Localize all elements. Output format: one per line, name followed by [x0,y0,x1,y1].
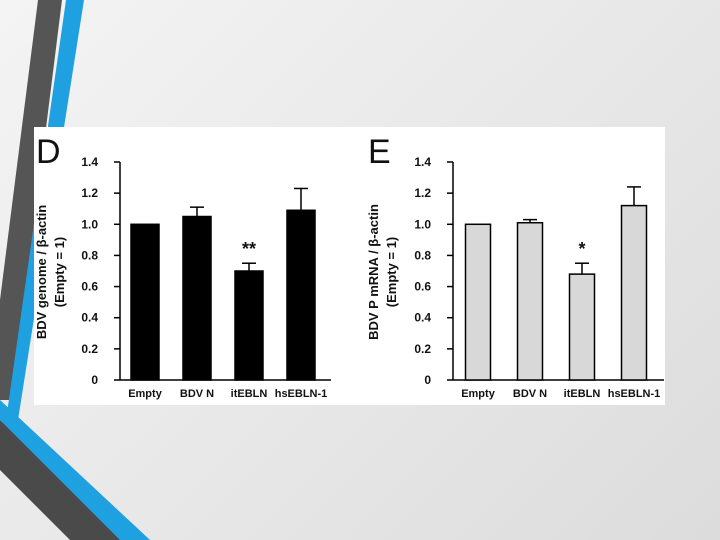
chart-d: 0 0.2 0.4 0.6 0.8 1.0 1.2 1.4 BDV genome / β-act… [34,155,331,400]
category-label: Empty [128,388,163,400]
bar [234,270,264,381]
category-label: itEBLN [564,388,601,400]
deco-stripe-gray [0,0,62,400]
chart-e: 0 0.2 0.4 0.6 0.8 1.0 1.2 1.4 BDV P mRNA / β-act… [366,155,664,400]
y-tick-label: 0.4 [81,311,98,325]
panel-letter-d: D [36,133,61,171]
y-tick-label: 0.8 [81,248,98,262]
deco-bottom-blue [0,400,150,540]
figure: D 0 0.2 0.4 0.6 0.8 1.0 1.2 1.4 BDV genome / β-a… [34,127,665,405]
bar [568,273,596,381]
y-tick-label: 1.0 [81,217,98,231]
category-label: Empty [461,388,496,400]
bar [464,223,492,381]
category-label: hsEBLN-1 [275,388,328,400]
significance-label: ** [242,239,256,259]
y-tick-label: 1.2 [414,186,431,200]
y-axis-label-2: (Empty = 1) [384,237,399,307]
y-tick-label: 0.2 [414,342,431,356]
significance-label: * [578,239,585,259]
y-tick-label: 1.4 [81,155,98,169]
y-tick-label: 0 [91,373,98,387]
y-tick-label: 1.0 [414,217,431,231]
y-tick-label: 0.6 [81,280,98,294]
y-tick-label: 0.6 [414,280,431,294]
y-tick-label: 1.4 [414,155,431,169]
bar [620,204,648,381]
y-axis-label-2: (Empty = 1) [52,237,67,307]
bar [130,223,160,381]
y-axis-label: BDV genome / β-actin [34,205,49,339]
category-label: BDV N [180,388,214,400]
y-axis-label: BDV P mRNA / β-actin [366,204,381,340]
panel-letter-e: E [368,133,391,171]
y-tick-label: 0.4 [414,311,431,325]
category-label: itEBLN [231,388,268,400]
panel-d: D 0 0.2 0.4 0.6 0.8 1.0 1.2 1.4 BDV genome / β-a… [34,127,344,405]
category-label: BDV N [513,388,547,400]
y-tick-label: 0.2 [81,342,98,356]
bar [516,221,544,381]
y-tick-label: 0 [424,373,431,387]
y-tick-label: 1.2 [81,186,98,200]
category-label: hsEBLN-1 [608,388,661,400]
panel-e: E 0 0.2 0.4 0.6 0.8 1.0 1.2 1.4 BDV P mRNA / β-a… [356,127,665,405]
y-tick-label: 0.8 [414,248,431,262]
bar [182,215,212,381]
bar [286,209,316,381]
